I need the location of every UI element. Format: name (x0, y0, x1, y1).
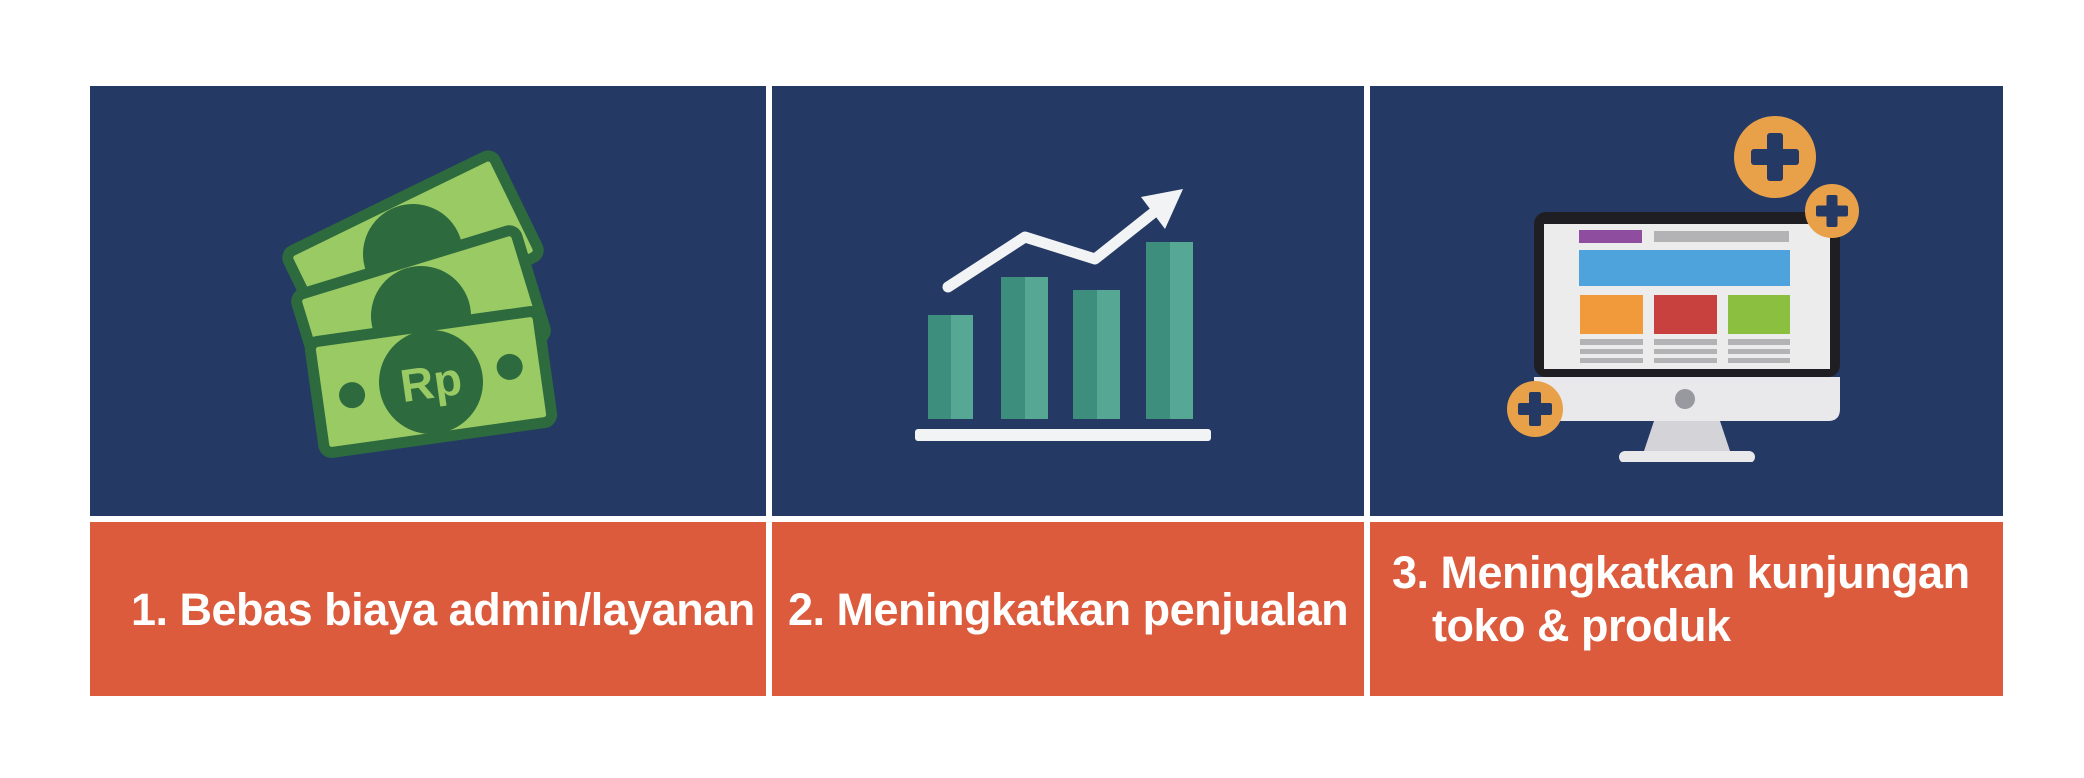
banknote-front: Rp (304, 306, 558, 458)
sales-growth-chart-icon (915, 188, 1211, 441)
monitor-button (1674, 389, 1695, 409)
plus-badge-large-icon (1733, 116, 1816, 198)
caption-text-2: 2. Meningkatkan penjualan (788, 583, 1349, 635)
benefit-card-3: 3. Meningkatkan kunjungan toko & produk (1370, 86, 2003, 696)
benefit-card-2: 2. Meningkatkan penjualan (772, 86, 1364, 696)
caption-text-1: 1. Bebas biaya admin/layanan (131, 583, 755, 635)
caption-text-3-line2: toko & produk (1432, 600, 1731, 651)
chart-baseline (915, 428, 1211, 441)
benefit-card-1: Rp 1. Bebas biaya admin/layanan (90, 86, 766, 696)
caption-bar-2: 2. Meningkatkan penjualan (772, 522, 1364, 696)
icon-panel-3 (1370, 86, 2003, 516)
growth-arrow (942, 188, 1183, 292)
caption-bar-3: 3. Meningkatkan kunjungan toko & produk (1370, 522, 2003, 696)
rp-emblem (379, 330, 483, 434)
caption-text-3: 3. Meningkatkan kunjungan toko & produk (1392, 546, 1970, 652)
icon-panel-1: Rp (90, 86, 766, 516)
caption-bar-1: 1. Bebas biaya admin/layanan (90, 522, 766, 696)
plus-badge-left-icon (1506, 381, 1563, 437)
icon-panel-2 (772, 86, 1364, 516)
monitor-stand (1643, 421, 1730, 451)
caption-text-3-line1: 3. Meningkatkan kunjungan (1392, 547, 1970, 598)
monitor (1533, 212, 1840, 462)
rupiah-banknotes-icon: Rp (282, 150, 558, 458)
website-monitor-plus-icon (1506, 116, 1859, 462)
rupiah-symbol-label: Rp (397, 352, 465, 412)
webpage-content (1578, 230, 1790, 363)
chart-bars (928, 241, 1193, 419)
monitor-base (1618, 451, 1755, 462)
plus-badge-right-icon (1804, 184, 1859, 238)
